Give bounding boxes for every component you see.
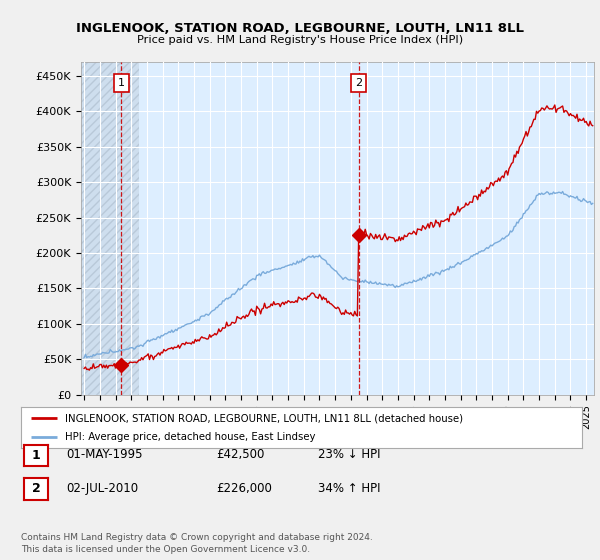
Text: £226,000: £226,000 [216, 482, 272, 495]
Text: INGLENOOK, STATION ROAD, LEGBOURNE, LOUTH, LN11 8LL: INGLENOOK, STATION ROAD, LEGBOURNE, LOUT… [76, 22, 524, 35]
Text: 23% ↓ HPI: 23% ↓ HPI [318, 448, 380, 461]
Text: Price paid vs. HM Land Registry's House Price Index (HPI): Price paid vs. HM Land Registry's House … [137, 35, 463, 45]
Text: 02-JUL-2010: 02-JUL-2010 [66, 482, 138, 495]
Text: 2: 2 [355, 78, 362, 88]
Text: £42,500: £42,500 [216, 448, 265, 461]
Text: Contains HM Land Registry data © Crown copyright and database right 2024.: Contains HM Land Registry data © Crown c… [21, 533, 373, 542]
Text: 01-MAY-1995: 01-MAY-1995 [66, 448, 143, 461]
Bar [81, 62, 139, 395]
Text: 1: 1 [32, 449, 40, 462]
Text: This data is licensed under the Open Government Licence v3.0.: This data is licensed under the Open Gov… [21, 545, 310, 554]
Text: 1: 1 [118, 78, 125, 88]
Text: INGLENOOK, STATION ROAD, LEGBOURNE, LOUTH, LN11 8LL (detached house): INGLENOOK, STATION ROAD, LEGBOURNE, LOUT… [65, 413, 463, 423]
Text: 2: 2 [32, 482, 40, 496]
Text: 34% ↑ HPI: 34% ↑ HPI [318, 482, 380, 495]
Text: HPI: Average price, detached house, East Lindsey: HPI: Average price, detached house, East… [65, 432, 315, 442]
